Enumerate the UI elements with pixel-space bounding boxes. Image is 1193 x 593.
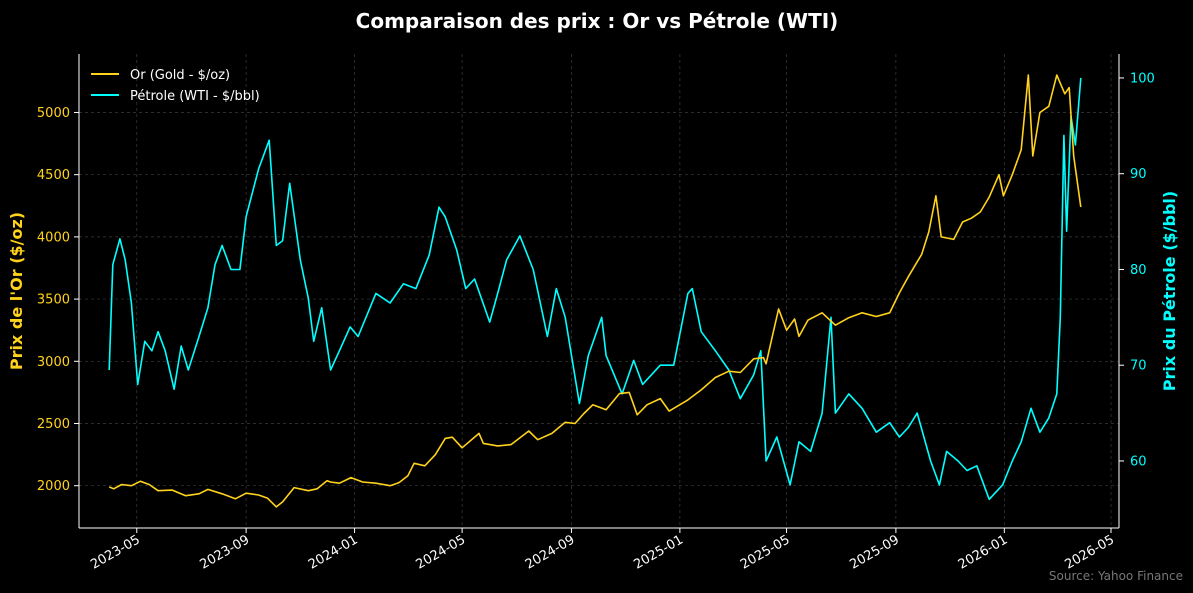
left-tick-label-6: 5000	[37, 106, 70, 121]
left-tick-label-1: 2500	[37, 417, 70, 432]
series-line-gold	[108, 74, 1082, 508]
left-tick-label-4: 4000	[37, 230, 70, 245]
chart-title: Comparaison des prix : Or vs Pétrole (WT…	[356, 9, 839, 33]
right-axis-ticks: 60 70 80 90 100	[1119, 71, 1155, 469]
series-line-oil	[108, 77, 1082, 501]
legend-label-oil: Pétrole (WTI - $/bbl)	[130, 89, 260, 104]
grid-lines	[79, 54, 1119, 528]
left-tick-label-5: 4500	[37, 168, 70, 183]
right-axis-label: Prix du Pétrole ($/bbl)	[1160, 191, 1179, 391]
series-lines	[108, 74, 1082, 508]
left-axis-label: Prix de l'Or ($/oz)	[7, 212, 26, 370]
left-tick-label-3: 3500	[37, 293, 70, 308]
left-tick-label-2: 3000	[37, 355, 70, 370]
legend-label-gold: Or (Gold - $/oz)	[130, 68, 230, 83]
right-tick-label-0: 60	[1130, 454, 1147, 469]
right-tick-label-1: 70	[1130, 359, 1147, 374]
legend: Or (Gold - $/oz) Pétrole (WTI - $/bbl)	[91, 68, 260, 104]
left-axis-ticks: 2000 2500 3000 3500 4000 4500 5000	[37, 106, 79, 494]
left-tick-label-0: 2000	[37, 479, 70, 494]
source-note: Source: Yahoo Finance	[1049, 569, 1183, 583]
right-tick-label-4: 100	[1130, 71, 1155, 86]
right-tick-label-2: 80	[1130, 263, 1147, 278]
right-tick-label-3: 90	[1130, 167, 1147, 182]
